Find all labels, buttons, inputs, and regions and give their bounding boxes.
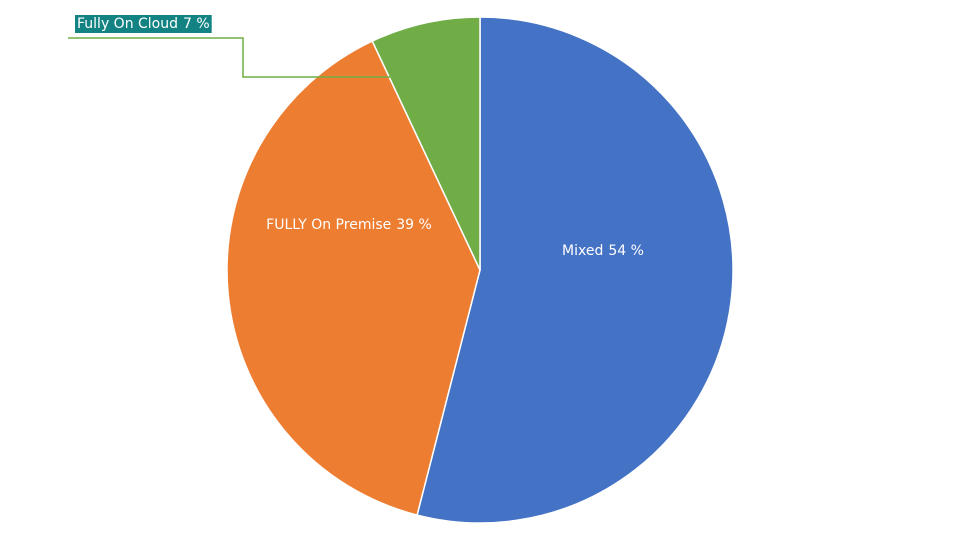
data-label-group: Mixed 54 %: [562, 243, 644, 259]
category-label: Mixed: [562, 243, 603, 259]
pie-slice: [416, 16, 734, 524]
category-label: Fully On Cloud: [77, 16, 178, 32]
data-label-group: Fully On Cloud 7 %: [75, 15, 212, 33]
pie-slice: [226, 40, 481, 516]
category-label: FULLY On Premise: [266, 217, 391, 233]
value-label: 54 %: [608, 243, 644, 259]
leader-line: [68, 37, 390, 78]
value-label: 39 %: [396, 217, 432, 233]
data-label-group: FULLY On Premise 39 %: [266, 217, 432, 233]
label-box: [75, 15, 212, 33]
value-label: 7 %: [183, 16, 210, 32]
data-label: Mixed 54 %: [562, 243, 644, 259]
data-label: Fully On Cloud 7 %: [77, 16, 210, 32]
data-label: FULLY On Premise 39 %: [266, 217, 432, 233]
pie-slice: [371, 16, 481, 271]
